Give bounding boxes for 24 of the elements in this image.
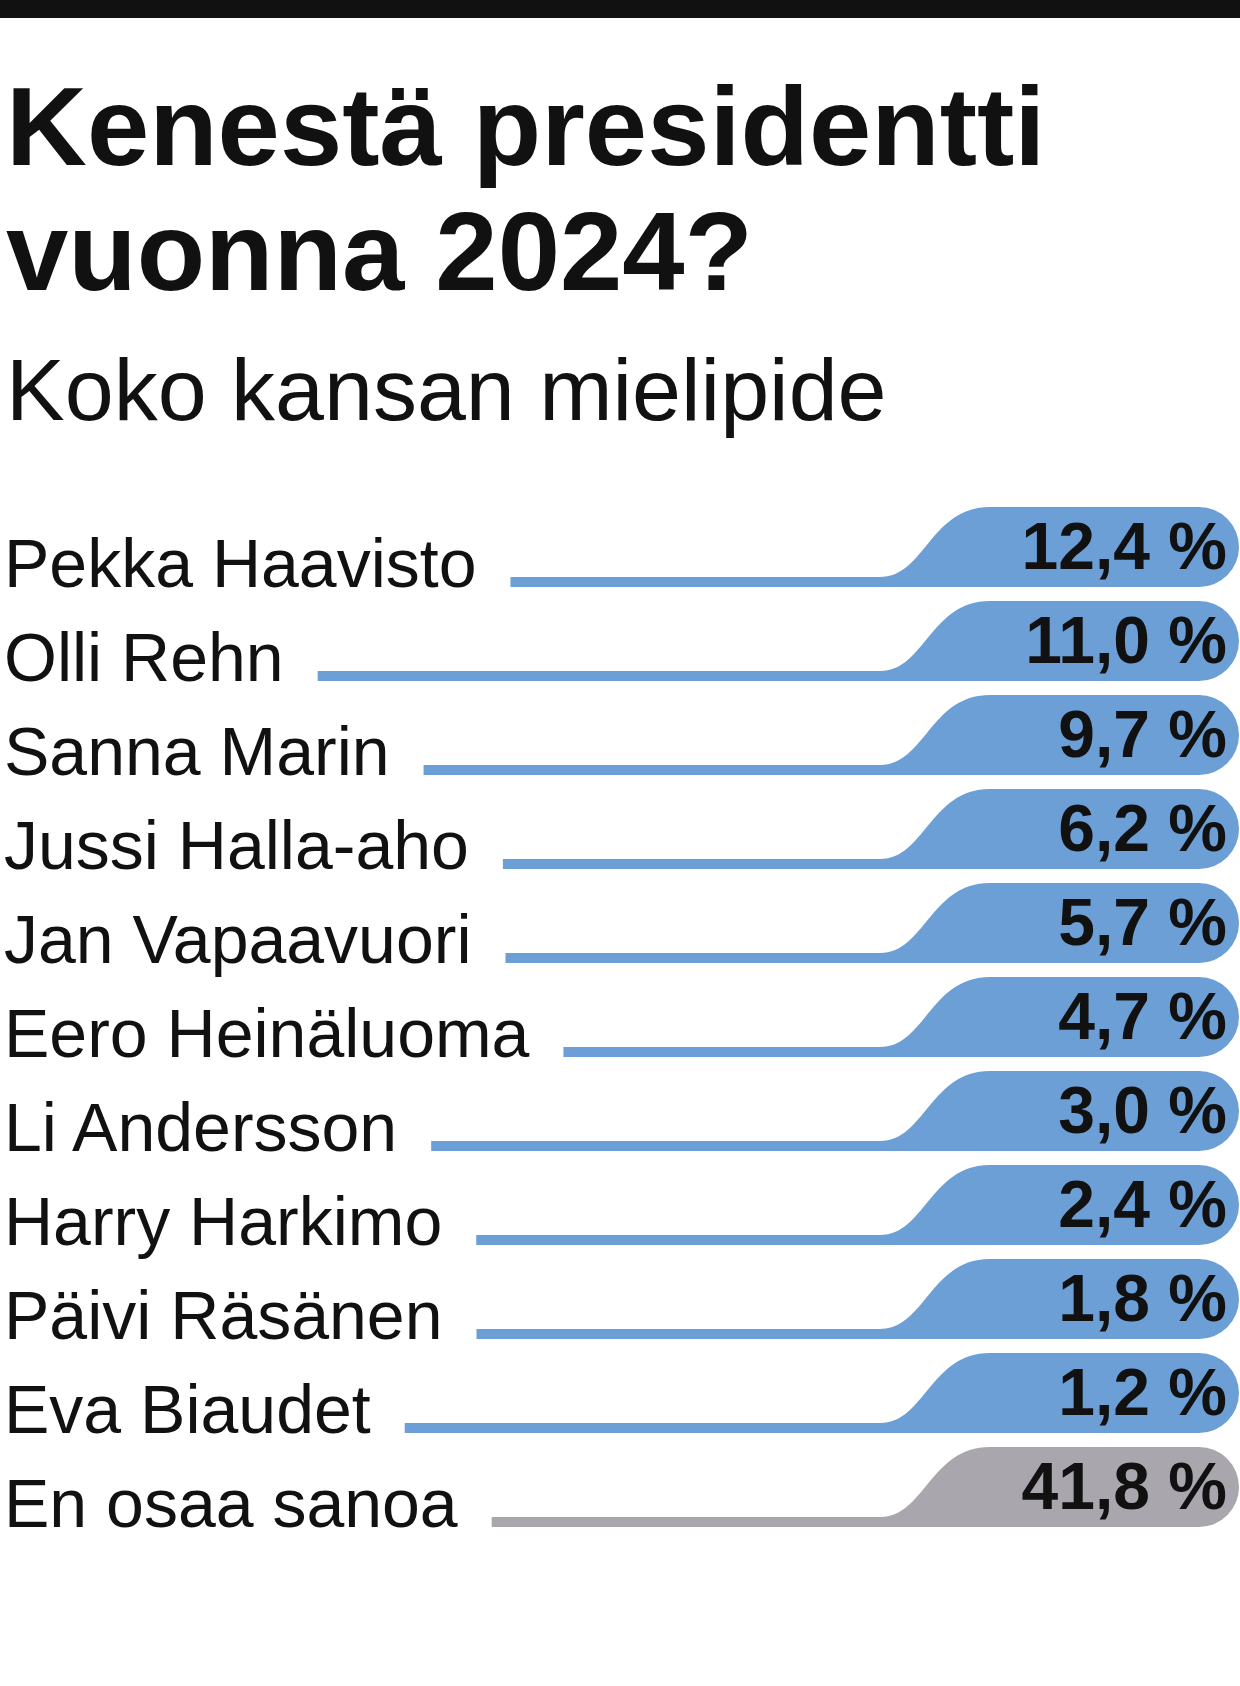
category-label: Harry Harkimo — [4, 1183, 443, 1259]
data-label: 5,7 % — [1058, 885, 1227, 959]
category-label: En osaa sanoa — [4, 1465, 458, 1541]
data-label: 3,0 % — [1058, 1073, 1227, 1147]
category-label: Li Andersson — [4, 1089, 398, 1165]
category-label: Päivi Räsänen — [4, 1277, 443, 1353]
data-label: 6,2 % — [1058, 791, 1227, 865]
data-label: 1,8 % — [1058, 1261, 1227, 1335]
category-label: Sanna Marin — [4, 713, 390, 789]
category-label: Olli Rehn — [4, 619, 284, 695]
category-label: Jan Vapaavuori — [4, 901, 472, 977]
category-label: Eva Biaudet — [4, 1371, 371, 1447]
text: Kenestä presidentti vuonna 2024? — [6, 64, 1046, 314]
data-label: 4,7 % — [1058, 979, 1227, 1053]
data-label: 2,4 % — [1058, 1167, 1227, 1241]
category-label: Jussi Halla-aho — [4, 807, 469, 883]
data-label: 11,0 % — [1025, 603, 1227, 677]
data-label: 41,8 % — [1021, 1449, 1227, 1523]
text: Koko kansan mielipide — [6, 340, 887, 439]
category-label: Pekka Haavisto — [4, 525, 477, 601]
data-label: 12,4 % — [1021, 509, 1227, 583]
data-label: 1,2 % — [1058, 1355, 1227, 1429]
category-label: Eero Heinäluoma — [4, 995, 530, 1071]
data-label: 9,7 % — [1058, 697, 1227, 771]
